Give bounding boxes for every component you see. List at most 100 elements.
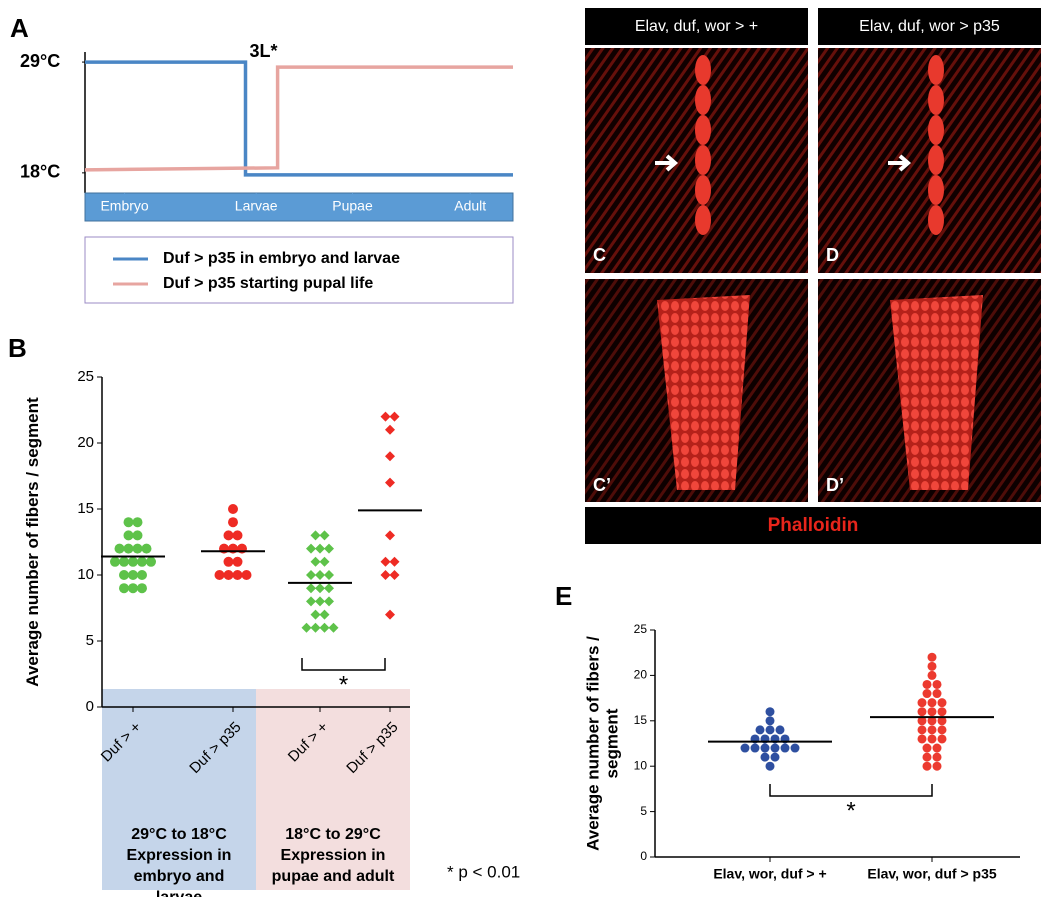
significance-bracket: [769, 784, 933, 797]
data-point: [750, 743, 760, 753]
data-point: [328, 622, 339, 633]
data-point: [119, 570, 129, 580]
data-point: [128, 583, 138, 594]
nerve-cord: [928, 205, 944, 235]
data-point: [927, 652, 937, 662]
stain-label: Phalloidin: [768, 515, 859, 536]
image-header-box: [585, 8, 808, 45]
data-point: [917, 734, 927, 744]
data-point: [922, 743, 932, 753]
arrow: [655, 154, 679, 172]
data-point: [932, 679, 942, 689]
data-point: [380, 570, 391, 580]
data-point: [755, 725, 765, 735]
series-line: [84, 65, 513, 172]
data-point: [319, 622, 330, 633]
group-label: embryo and: [134, 868, 225, 885]
data-point: [937, 707, 947, 717]
image-header-box: [818, 8, 1041, 45]
data-point: [319, 609, 330, 620]
x-tick-label: Pupae: [332, 198, 373, 214]
data-point: [315, 543, 325, 554]
data-point: [760, 752, 770, 762]
data-point: [114, 543, 125, 554]
muscle-bundle: [657, 295, 750, 490]
data-point: [324, 570, 334, 580]
data-point: [306, 543, 316, 554]
data-point: [765, 707, 775, 717]
y-axis-label: Average number of fibers / segment: [583, 636, 622, 851]
data-point: [146, 556, 156, 567]
x-tick-label: Larvae: [235, 198, 278, 214]
data-point: [770, 752, 780, 762]
image-label: C’: [593, 475, 611, 495]
data-point: [385, 424, 395, 435]
data-point: [232, 556, 243, 567]
data-point: [389, 411, 400, 422]
y-axis-label-text: Average number of fibers / segment: [583, 636, 622, 851]
data-point: [132, 517, 143, 528]
data-point: [315, 570, 325, 580]
data-point: [922, 752, 932, 762]
data-point: [927, 661, 937, 671]
data-point: [214, 570, 225, 580]
data-point: [765, 761, 775, 771]
nerve-cord: [695, 115, 711, 145]
x-tick-label: Adult: [454, 198, 486, 214]
panel-label: B: [8, 333, 27, 363]
y-axis-label: Average number of fibers / segment: [23, 397, 42, 686]
muscle-bundle: [890, 295, 983, 490]
x-tick-label: Embryo: [100, 198, 148, 214]
data-point: [389, 570, 400, 580]
data-point: [319, 556, 330, 567]
data-point: [927, 670, 937, 680]
data-point: [765, 716, 775, 726]
nerve-cord: [928, 55, 944, 85]
group-label: Expression in: [281, 847, 386, 864]
stain-box: [585, 507, 1041, 544]
nerve-cord: [695, 175, 711, 205]
data-point: [110, 556, 120, 567]
data-point: [917, 707, 927, 717]
data-point: [775, 725, 785, 735]
data-point: [927, 725, 937, 735]
x-tick-label: Elav, wor, duf > +: [713, 866, 826, 882]
group-label: larvae: [156, 889, 202, 897]
data-point: [310, 609, 321, 620]
data-point: [306, 570, 316, 580]
group-band: [256, 689, 410, 890]
significance-mark: *: [339, 671, 348, 698]
y-tick-label: 18°C: [20, 162, 60, 182]
data-point: [310, 556, 321, 567]
panel-label: E: [555, 581, 572, 611]
data-point: [137, 583, 147, 594]
significance-bracket: [301, 658, 386, 671]
series-line: [85, 60, 513, 177]
data-point: [324, 596, 334, 607]
x-tick-label: Elav, wor, duf > p35: [867, 866, 996, 882]
data-point: [310, 622, 321, 633]
p-value-note: * p < 0.01: [447, 862, 520, 881]
data-point: [385, 530, 395, 541]
data-point: [306, 583, 316, 594]
data-point: [123, 543, 134, 554]
data-point: [927, 716, 937, 726]
data-point: [917, 698, 927, 708]
y-tick-label: 15: [634, 713, 648, 727]
group-label: 29°C to 18°C: [131, 826, 227, 843]
annotation: 3L*: [250, 41, 278, 61]
data-point: [137, 556, 147, 567]
panel-label: A: [10, 13, 29, 43]
data-point: [380, 411, 391, 422]
data-point: [310, 530, 321, 541]
data-point: [922, 679, 932, 689]
data-point: [301, 622, 312, 633]
data-point: [223, 570, 234, 580]
image-header: Elav, duf, wor > p35: [859, 18, 1000, 35]
data-point: [932, 689, 942, 699]
group-label: 18°C to 29°C: [285, 826, 381, 843]
y-tick-label: 10: [77, 566, 94, 583]
nerve-cord: [695, 85, 711, 115]
data-point: [223, 556, 234, 567]
data-point: [389, 556, 400, 567]
